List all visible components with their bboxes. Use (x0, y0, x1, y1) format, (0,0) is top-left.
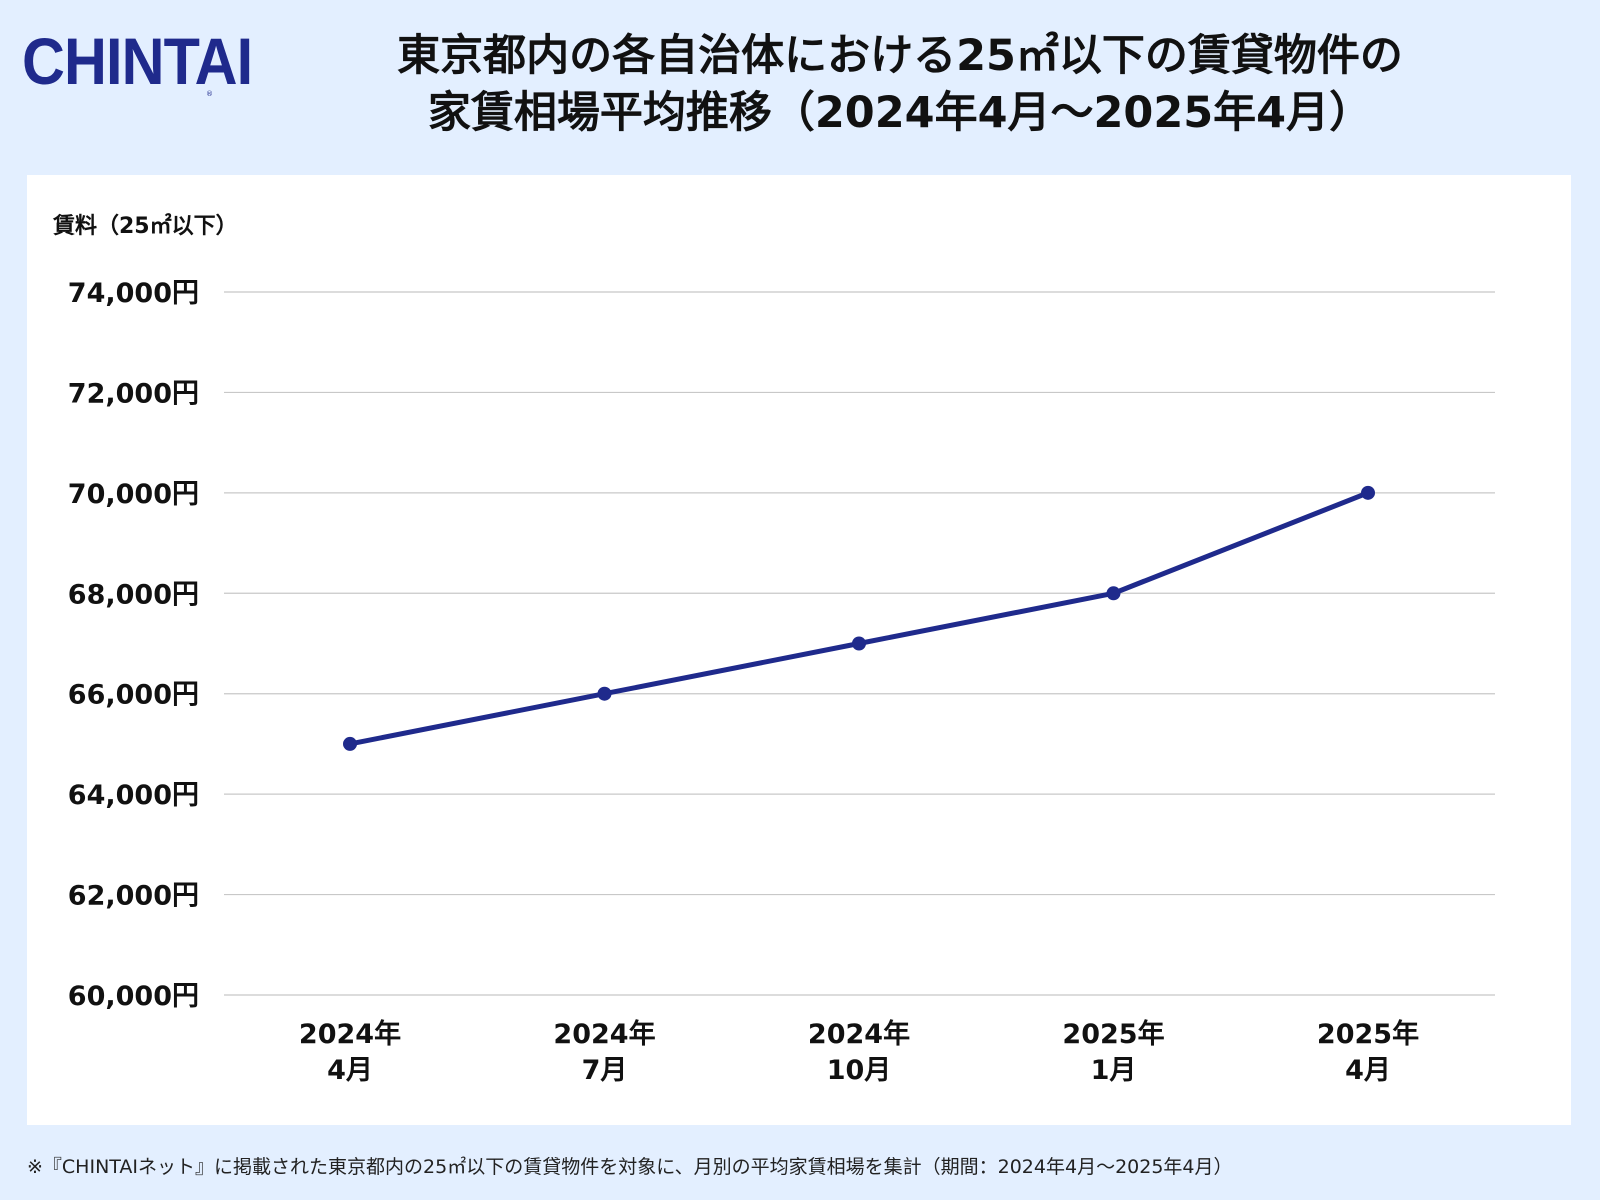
chart-title-line-2: 家賃相場平均推移（2024年4月〜2025年4月） (427, 88, 1373, 138)
chart-title-line-1: 東京都内の各自治体における25㎡以下の賃貸物件の (397, 31, 1403, 81)
y-tick-label: 72,000円 (68, 378, 199, 409)
data-point (597, 686, 612, 701)
chart-title: 東京都内の各自治体における25㎡以下の賃貸物件の 家賃相場平均推移（2024年4… (230, 28, 1570, 142)
data-point (343, 736, 357, 751)
data-point (1106, 586, 1121, 601)
y-axis-label: 賃料（25㎡以下） (52, 213, 238, 239)
line-chart: 賃料（25㎡以下） 60,000円 62,000円 64,000円 66,000円 68,… (52, 213, 1495, 1086)
x-tick-label: 2024年 7月 (553, 1018, 655, 1086)
y-tick-label: 70,000円 (68, 479, 199, 510)
registered-mark: ® (206, 90, 213, 98)
y-tick-label: 64,000円 (68, 780, 199, 811)
x-tick-label: 2025年 1月 (1062, 1018, 1164, 1086)
y-tick-label: 62,000円 (68, 881, 199, 912)
x-tick-label: 2025年 4月 (1317, 1018, 1419, 1086)
series-line (347, 490, 1371, 747)
chintai-logo: CHINTAI (22, 24, 253, 98)
x-tick-label: 2024年 4月 (299, 1018, 401, 1086)
data-point (852, 636, 866, 651)
data-point (1361, 485, 1375, 500)
y-tick-label: 68,000円 (68, 579, 199, 610)
chart-panel: 賃料（25㎡以下） 60,000円 62,000円 64,000円 66,000円 68,… (27, 175, 1571, 1125)
footnote: ※『CHINTAIネット』に掲載された東京都内の25㎡以下の賃貸物件を対象に、月… (27, 1156, 1233, 1178)
y-tick-label: 74,000円 (68, 278, 199, 309)
x-tick-label: 2024年 10月 (808, 1018, 910, 1086)
y-tick-label: 60,000円 (68, 981, 199, 1012)
y-tick-label: 66,000円 (68, 680, 199, 711)
